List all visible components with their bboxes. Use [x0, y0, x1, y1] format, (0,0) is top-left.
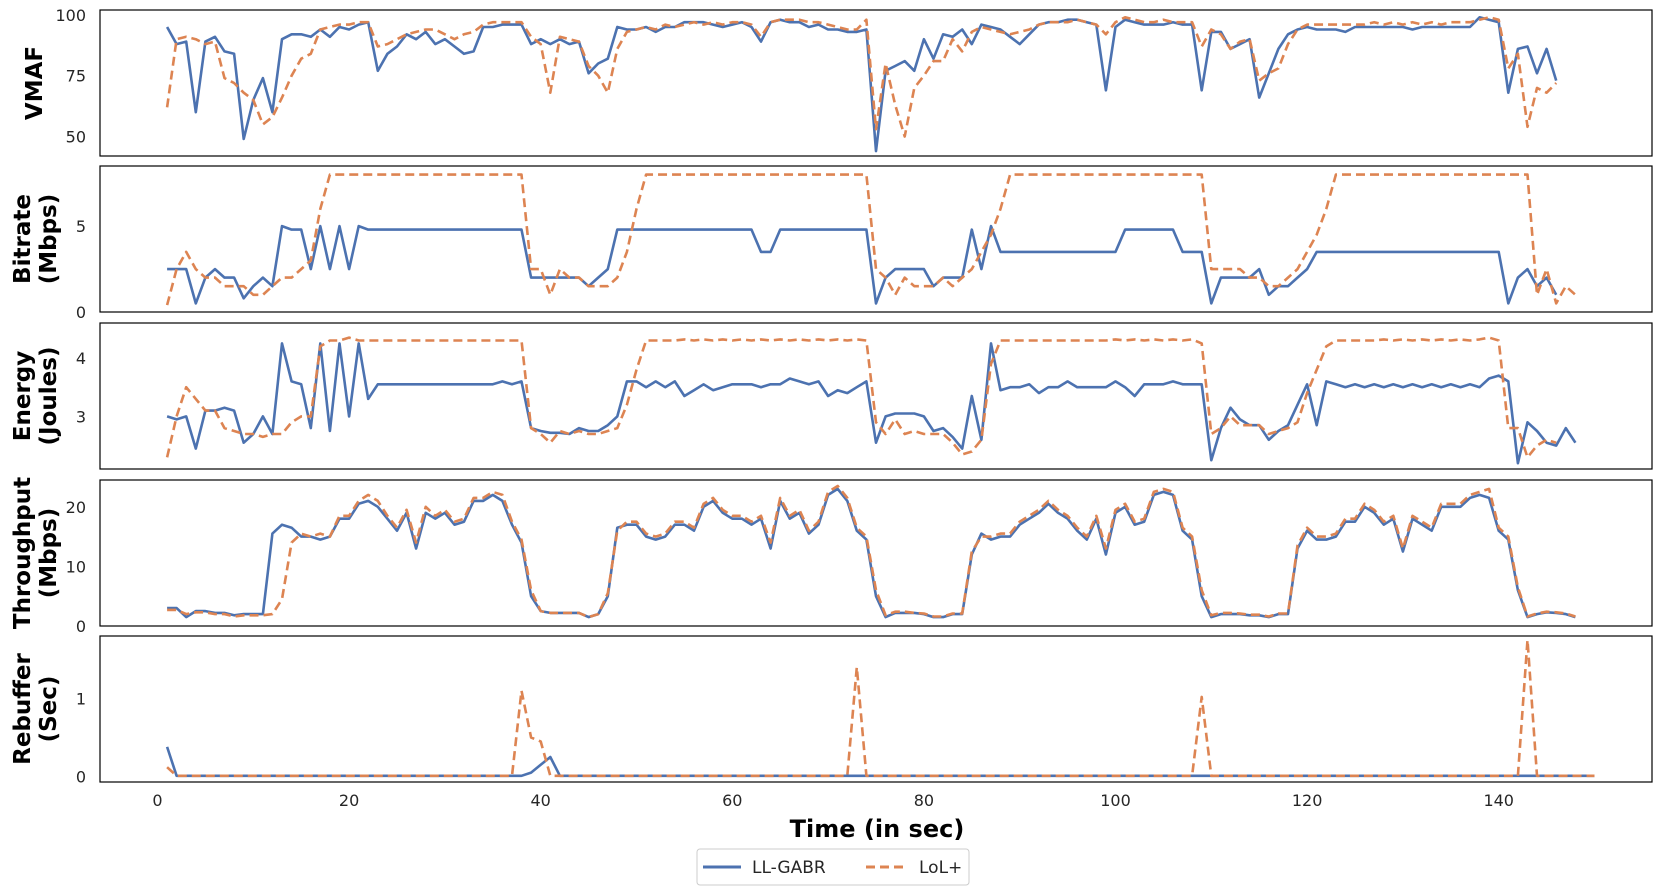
x-tick-label-rebuffer: 100: [1100, 791, 1131, 810]
y-axis-title-throughput: Throughput: [10, 477, 36, 629]
series-line-ll-gabr-bitrate: [167, 224, 1558, 305]
y-axis-title-bitrate: Bitrate: [10, 194, 36, 284]
y-tick-label-energy: 4: [76, 349, 86, 368]
y-axis-title-rebuffer: (Sec): [36, 676, 62, 743]
y-tick-label-throughput: 20: [66, 498, 86, 517]
y-tick-label-throughput: 0: [76, 617, 86, 636]
series-line-lol-throughput: [167, 484, 1576, 619]
series-line-ll-gabr-energy: [166, 342, 1577, 465]
x-tick-label-rebuffer: 120: [1292, 791, 1323, 810]
y-axis-title-bitrate: (Mbps): [36, 194, 62, 285]
x-tick-label-rebuffer: 20: [339, 791, 359, 810]
legend-frame: [696, 848, 970, 886]
panel-series-throughput: [167, 484, 1576, 619]
series-line-ll-gabr-vmaf: [165, 15, 1558, 153]
panel-frame-vmaf: [99, 9, 1653, 157]
panel-frame-throughput: [99, 479, 1653, 627]
panel-series-energy: [165, 336, 1577, 465]
panel-energy: 3 4 Energy (Joules): [10, 322, 1653, 470]
y-axis-title-throughput: (Mbps): [36, 508, 62, 599]
panel-frame-bitrate: [99, 165, 1653, 313]
panel-frame-energy: [99, 322, 1653, 470]
panel-bitrate: 0 5 Bitrate (Mbps): [10, 165, 1653, 322]
panel-series-rebuffer: [165, 638, 1595, 778]
y-tick-label-rebuffer: 0: [76, 768, 86, 787]
y-axis-title-energy: Energy: [10, 351, 36, 441]
y-tick-label-bitrate: 0: [76, 303, 86, 322]
series-line-lol-vmaf: [165, 15, 1558, 138]
panel-series-vmaf: [165, 15, 1558, 153]
panel-series-bitrate: [165, 173, 1577, 306]
y-axis-title-rebuffer: Rebuffer: [10, 652, 36, 764]
legend-label-lol-plus: LoL+: [919, 858, 962, 878]
y-axis-title-vmaf: VMAF: [22, 46, 48, 120]
x-tick-label-rebuffer: 80: [914, 791, 934, 810]
series-line-lol-rebuffer: [166, 638, 1595, 778]
series-line-lol-bitrate: [165, 173, 1577, 306]
y-axis-title-energy: (Joules): [36, 347, 62, 446]
y-tick-label-energy: 3: [76, 407, 86, 426]
y-tick-label-vmaf: 75: [66, 67, 86, 86]
y-tick-label-rebuffer: 1: [76, 689, 86, 708]
series-line-ll-gabr-throughput: [167, 487, 1576, 619]
y-tick-label-throughput: 10: [66, 557, 86, 576]
legend: LL-GABR LoL+: [696, 848, 970, 886]
panel-rebuffer: 0 1 Rebuffer (Sec) 0 20 40 60 80 100 120 140: [10, 635, 1653, 810]
legend-label-ll-gabr: LL-GABR: [752, 858, 826, 878]
x-tick-label-rebuffer: 60: [722, 791, 742, 810]
x-tick-label-rebuffer: 0: [152, 791, 162, 810]
x-axis-title: Time (in sec): [790, 815, 965, 843]
panel-vmaf: 50 75 100 VMAF: [22, 6, 1653, 157]
x-tick-label-rebuffer: 140: [1483, 791, 1514, 810]
series-line-lol-energy: [165, 336, 1557, 459]
y-tick-label-vmaf: 100: [55, 6, 86, 25]
panel-background-rebuffer: [100, 636, 1652, 782]
y-tick-label-vmaf: 50: [66, 128, 86, 147]
panel-frame-rebuffer: [99, 635, 1653, 783]
y-tick-label-bitrate: 5: [76, 217, 86, 236]
x-tick-label-rebuffer: 40: [531, 791, 551, 810]
